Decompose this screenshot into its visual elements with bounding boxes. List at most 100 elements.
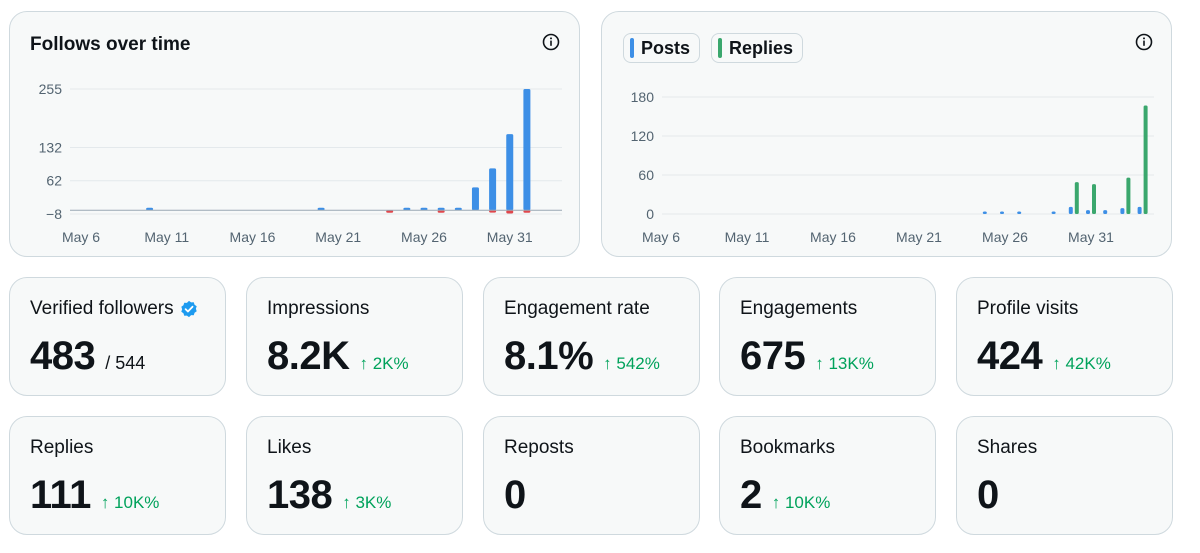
stat-label: Likes — [267, 437, 311, 459]
stat-label-text: Reposts — [504, 437, 574, 458]
legend-posts-label: Posts — [641, 37, 691, 58]
x-tick-label: May 21 — [315, 229, 361, 245]
stat-label: Shares — [977, 437, 1037, 459]
legend-replies-label: Replies — [729, 37, 794, 58]
stat-label-text: Impressions — [267, 298, 370, 319]
stat-label: Reposts — [504, 437, 574, 459]
follows-chart-title: Follows over time — [30, 34, 191, 55]
stat-change: ↑ 2K% — [359, 354, 409, 373]
stat-change: ↑ 10K% — [771, 493, 831, 512]
stat-card-shares[interactable]: Shares 0 — [956, 416, 1173, 535]
x-tick-label: May 6 — [642, 229, 680, 245]
series-0-bar[interactable] — [420, 207, 428, 211]
stat-label: Bookmarks — [740, 437, 835, 459]
stat-value: 138 — [267, 473, 333, 517]
stat-change: ↑ 10K% — [100, 493, 160, 512]
stat-label: Replies — [30, 437, 93, 459]
x-tick-label: May 26 — [982, 229, 1028, 245]
posts-bar[interactable] — [1051, 211, 1056, 215]
x-tick-label: May 16 — [230, 229, 276, 245]
replies-bar[interactable] — [1092, 184, 1096, 214]
series-1-bar[interactable] — [386, 210, 394, 213]
posts-bar[interactable] — [1137, 206, 1142, 214]
info-icon[interactable] — [542, 33, 560, 51]
stat-change: ↑ 542% — [603, 354, 660, 373]
y-tick-label: 132 — [39, 139, 63, 155]
series-0-bar[interactable] — [454, 207, 462, 211]
stat-value: 2 — [740, 473, 762, 517]
legend-posts[interactable]: Posts — [623, 33, 701, 63]
x-tick-label: May 16 — [810, 229, 856, 245]
stat-card-profile-visits[interactable]: Profile visits 424 ↑ 42K% — [956, 277, 1173, 396]
stat-value-row: 424 ↑ 42K% — [977, 334, 1111, 379]
series-0-bar[interactable] — [471, 187, 479, 211]
legend-posts-swatch — [630, 38, 634, 58]
posts-bar[interactable] — [1120, 208, 1125, 214]
stat-label-text: Engagements — [740, 298, 858, 319]
stat-value-row: 2 ↑ 10K% — [740, 473, 830, 518]
stat-value-row: 0 — [504, 473, 526, 518]
stat-total: / 544 — [105, 353, 146, 373]
stat-value: 0 — [977, 473, 999, 517]
posts-bar[interactable] — [1086, 210, 1090, 214]
replies-bar[interactable] — [1074, 182, 1079, 214]
stat-card-bookmarks[interactable]: Bookmarks 2 ↑ 10K% — [719, 416, 936, 535]
stat-change: ↑ 13K% — [815, 354, 874, 373]
series-0-bar[interactable] — [506, 134, 514, 211]
x-tick-label: May 11 — [144, 229, 189, 245]
posts-replies-chart-plot: 180 120 60 0 May 6 May 11 May 16 May 21 May 26 Ma… — [631, 89, 1154, 245]
follows-chart-card: Follows over time 255 132 62 −8 May 6 May 11 M… — [9, 11, 580, 257]
stat-card-verified-followers[interactable]: Verified followers 483 / 544 — [9, 277, 226, 396]
series-0-bar[interactable] — [523, 89, 531, 211]
stat-value-row: 111 ↑ 10K% — [30, 473, 159, 518]
stat-value-row: 8.2K ↑ 2K% — [267, 334, 409, 379]
series-0-bar[interactable] — [403, 207, 411, 211]
stat-label-text: Engagement rate — [504, 298, 650, 319]
stat-card-engagements[interactable]: Engagements 675 ↑ 13K% — [719, 277, 936, 396]
stat-label: Verified followers — [30, 298, 198, 320]
stat-card-engagement-rate[interactable]: Engagement rate 8.1% ↑ 542% — [483, 277, 700, 396]
stat-value-row: 0 — [977, 473, 999, 518]
stat-value: 675 — [740, 334, 806, 378]
series-0-bar[interactable] — [146, 207, 154, 211]
x-tick-label: May 11 — [725, 229, 770, 245]
series-0-bar[interactable] — [317, 207, 325, 211]
replies-bar[interactable] — [1143, 105, 1148, 214]
legend-replies[interactable]: Replies — [711, 33, 804, 63]
stat-value: 0 — [504, 473, 526, 517]
stat-change: ↑ 3K% — [342, 493, 392, 512]
posts-bar[interactable] — [1068, 206, 1073, 214]
stat-change: ↑ 42K% — [1052, 354, 1111, 373]
posts-bar[interactable] — [1103, 210, 1108, 214]
series-1-bar[interactable] — [437, 210, 445, 213]
stat-label: Profile visits — [977, 298, 1078, 320]
posts-bar[interactable] — [1000, 211, 1004, 215]
posts-replies-chart-card: Posts Replies 180 120 60 0 May 6 May 11 May 16… — [601, 11, 1172, 257]
y-tick-label: 255 — [39, 81, 63, 97]
replies-bar[interactable] — [1126, 177, 1131, 214]
series-1-bar[interactable] — [489, 210, 497, 213]
stat-label: Engagements — [740, 298, 857, 320]
series-0-bar[interactable] — [489, 168, 497, 211]
posts-bar[interactable] — [982, 211, 987, 215]
stat-label: Impressions — [267, 298, 369, 320]
stat-label-text: Verified followers — [30, 298, 174, 319]
series-1-bar[interactable] — [523, 210, 531, 213]
stat-card-replies[interactable]: Replies 111 ↑ 10K% — [9, 416, 226, 535]
legend-replies-swatch — [718, 38, 722, 58]
series-1-bar[interactable] — [506, 210, 514, 214]
stat-card-impressions[interactable]: Impressions 8.2K ↑ 2K% — [246, 277, 463, 396]
x-tick-label: May 26 — [401, 229, 447, 245]
stat-label-text: Likes — [267, 437, 312, 458]
y-tick-label: 60 — [638, 167, 654, 183]
posts-bar[interactable] — [1017, 211, 1022, 215]
info-icon[interactable] — [1135, 33, 1153, 51]
series-0-bar[interactable] — [437, 207, 445, 211]
stat-card-likes[interactable]: Likes 138 ↑ 3K% — [246, 416, 463, 535]
stat-label-text: Shares — [977, 437, 1038, 458]
stat-label-text: Profile visits — [977, 298, 1079, 319]
stat-card-reposts[interactable]: Reposts 0 — [483, 416, 700, 535]
stat-value-row: 8.1% ↑ 542% — [504, 334, 660, 379]
stat-value-row: 138 ↑ 3K% — [267, 473, 391, 518]
